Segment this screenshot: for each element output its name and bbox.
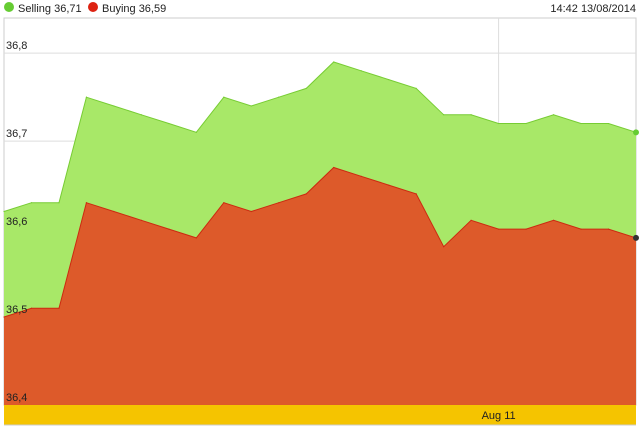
selling-point bbox=[250, 105, 252, 107]
buying-point bbox=[552, 219, 555, 221]
buying-point bbox=[498, 228, 500, 230]
buying-point bbox=[305, 193, 307, 195]
buying-point bbox=[3, 316, 5, 318]
selling-point bbox=[140, 114, 142, 116]
selling-point bbox=[3, 210, 5, 213]
y-tick-label: 36,4 bbox=[6, 392, 27, 404]
buying-legend-label[interactable]: Buying 36,59 bbox=[102, 3, 167, 15]
selling-point bbox=[30, 202, 33, 204]
buying-legend-dot bbox=[88, 2, 98, 12]
y-tick-label: 36,7 bbox=[6, 128, 27, 140]
selling-point bbox=[58, 202, 60, 204]
selling-point bbox=[552, 114, 555, 116]
selling-point bbox=[607, 122, 610, 125]
selling-point bbox=[223, 96, 225, 98]
buying-point bbox=[607, 228, 610, 230]
selling-point bbox=[580, 122, 582, 125]
y-tick-label: 36,5 bbox=[6, 304, 27, 316]
selling-point bbox=[498, 122, 500, 125]
selling-end-marker bbox=[633, 129, 639, 136]
buying-point bbox=[223, 202, 225, 204]
buying-point bbox=[58, 307, 60, 309]
selling-legend-label[interactable]: Selling 36,71 bbox=[18, 3, 82, 15]
selling-point bbox=[415, 87, 417, 89]
buying-point bbox=[360, 175, 362, 177]
x-axis-band bbox=[4, 405, 636, 425]
selling-line bbox=[3, 61, 637, 212]
buying-point bbox=[195, 237, 197, 239]
buying-point bbox=[443, 246, 445, 248]
buying-point bbox=[580, 228, 582, 230]
buying-point bbox=[85, 202, 88, 204]
buying-point bbox=[470, 219, 472, 221]
selling-point bbox=[333, 61, 335, 63]
buying-point bbox=[278, 202, 280, 204]
selling-point bbox=[113, 105, 115, 107]
y-tick-label: 36,6 bbox=[6, 216, 27, 228]
buying-area bbox=[4, 167, 636, 405]
selling-point bbox=[388, 78, 390, 81]
selling-point bbox=[278, 96, 280, 98]
buying-point bbox=[168, 228, 170, 230]
selling-point bbox=[470, 114, 472, 116]
selling-point bbox=[168, 122, 170, 125]
buying-point bbox=[30, 307, 33, 309]
buying-end-marker bbox=[633, 234, 639, 241]
x-tick-label: Aug 11 bbox=[482, 410, 516, 422]
buying-line bbox=[3, 166, 637, 318]
buying-point bbox=[333, 166, 335, 169]
selling-point bbox=[443, 114, 445, 116]
selling-point bbox=[195, 131, 197, 133]
timestamp: 14:42 13/08/2014 bbox=[550, 3, 636, 15]
buying-point bbox=[140, 219, 142, 221]
buying-point bbox=[388, 184, 390, 186]
buying-point bbox=[250, 210, 252, 213]
buying-point bbox=[525, 228, 527, 230]
legend-bar: Selling 36,71 Buying 36,59 14:42 13/08/2… bbox=[0, 0, 640, 18]
selling-point bbox=[360, 70, 362, 72]
selling-point bbox=[85, 96, 88, 98]
selling-point bbox=[305, 87, 307, 89]
buying-point bbox=[415, 193, 417, 195]
selling-point bbox=[525, 122, 527, 125]
buying-point bbox=[113, 210, 115, 213]
y-tick-label: 36,8 bbox=[6, 40, 27, 52]
selling-legend-dot bbox=[4, 2, 14, 12]
